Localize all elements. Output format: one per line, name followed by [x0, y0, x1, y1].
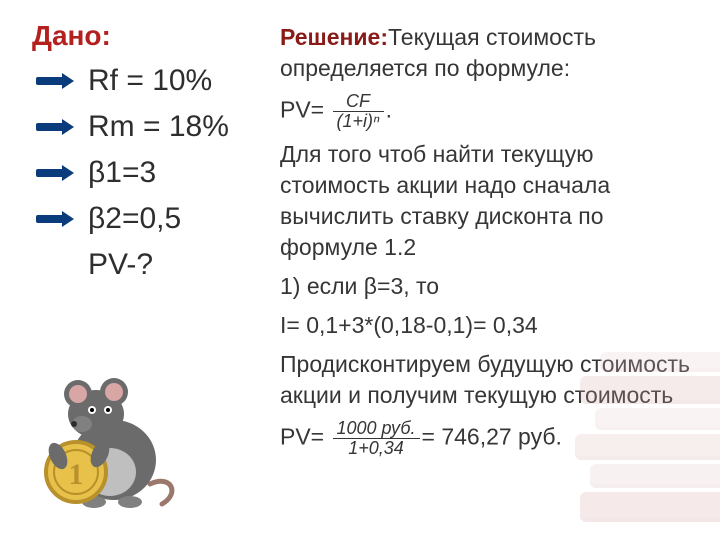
given-text: β2=0,5 — [88, 202, 181, 236]
given-item: Rm = 18% — [36, 104, 229, 150]
solution-result-line: PV= 1000 руб. 1+0,34 = 746,27 руб. — [280, 419, 700, 458]
fraction-denominator: 1+0,34 — [333, 439, 420, 458]
bullet-icon — [36, 212, 76, 226]
pv-label: PV= — [280, 97, 331, 123]
result-value: = 746,27 руб. — [422, 424, 562, 450]
solution-intro: Решение:Текущая стоимость определяется п… — [280, 22, 700, 84]
solution-line: Для того чтоб найти текущую стоимость ак… — [280, 139, 700, 263]
given-text: PV-? — [88, 248, 153, 282]
period: . — [386, 97, 392, 123]
fraction-numerator: 1000 руб. — [333, 419, 420, 439]
given-item: β2=0,5 — [36, 196, 229, 242]
given-item: Rf = 10% — [36, 58, 229, 104]
bullet-icon — [36, 74, 76, 88]
fraction: CF (1+i)ⁿ — [333, 92, 384, 131]
solution-line: 1) если β=3, то — [280, 271, 700, 302]
bullet-spacer — [36, 258, 76, 272]
bullet-icon — [36, 120, 76, 134]
given-item: β1=3 — [36, 150, 229, 196]
pv-label: PV= — [280, 424, 331, 450]
svg-text:1: 1 — [69, 458, 84, 491]
bullet-icon — [36, 166, 76, 180]
given-text: Rf = 10% — [88, 64, 212, 98]
given-text: Rm = 18% — [88, 110, 229, 144]
given-list: Rf = 10% Rm = 18% β1=3 β2=0,5 PV-? — [36, 58, 229, 288]
rat-coin-illustration: 1 — [22, 364, 182, 514]
solution-line: Продисконтируем будущую стоимость акции … — [280, 349, 700, 411]
given-title: Дано: — [32, 20, 111, 52]
solution-line: I= 0,1+3*(0,18-0,1)= 0,34 — [280, 310, 700, 341]
fraction-numerator: CF — [333, 92, 384, 112]
given-text: β1=3 — [88, 156, 156, 190]
solution-formula-pv: PV= CF (1+i)ⁿ . — [280, 92, 700, 131]
given-item: PV-? — [36, 242, 229, 288]
fraction-denominator: (1+i)ⁿ — [333, 112, 384, 131]
solution-block: Решение:Текущая стоимость определяется п… — [280, 22, 700, 466]
fraction: 1000 руб. 1+0,34 — [333, 419, 420, 458]
solution-label: Решение: — [280, 24, 388, 50]
